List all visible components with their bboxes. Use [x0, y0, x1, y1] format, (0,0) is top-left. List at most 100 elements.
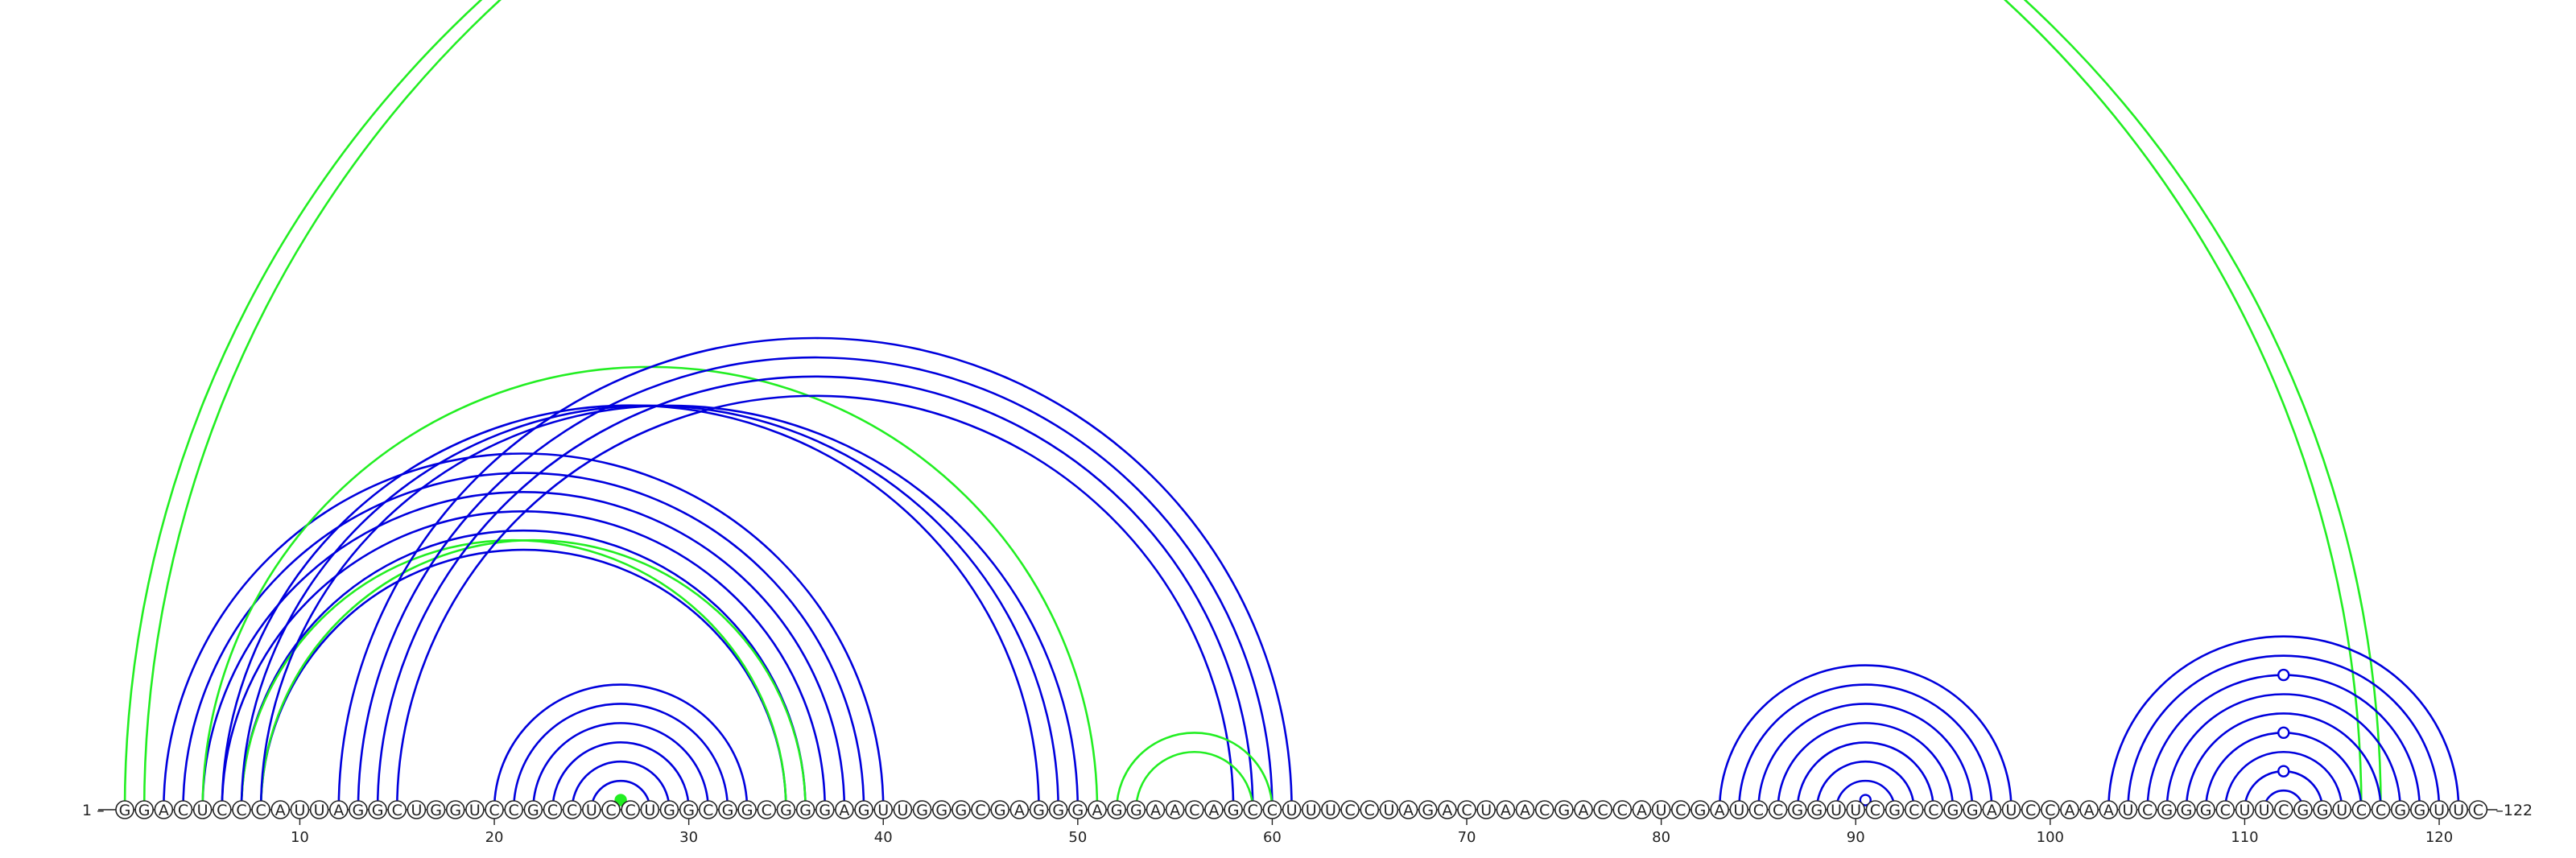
nucleotide: C	[972, 801, 989, 819]
nucleotide: U	[1827, 801, 1845, 819]
nucleotide: G	[952, 801, 970, 819]
nucleotide: C	[1769, 801, 1787, 819]
nucleotide-letter: G	[683, 802, 695, 819]
nucleotide-letter: C	[1344, 802, 1355, 819]
nucleotide: U	[1283, 801, 1301, 819]
nucleotide-letter: G	[2394, 802, 2406, 819]
nucleotide-letter: G	[1422, 802, 1434, 819]
nucleotide-letter: U	[877, 802, 889, 819]
arc-marker-110-114	[2278, 766, 2289, 777]
nucleotide: C	[2372, 801, 2390, 819]
nucleotide-letter: U	[1383, 802, 1394, 819]
nucleotide-letter: G	[2161, 802, 2173, 819]
arc-8-36	[261, 540, 805, 810]
nucleotide: G	[2197, 801, 2215, 819]
nucleotide: C	[252, 801, 270, 819]
nucleotide: U	[1847, 801, 1864, 819]
nucleotide: G	[660, 801, 678, 819]
tick-label-60: 60	[1263, 829, 1282, 846]
nucleotide-letter: G	[1811, 802, 1823, 819]
nucleotide-letter: U	[2259, 802, 2270, 819]
nucleotide: G	[1789, 801, 1806, 819]
nucleotide-letter: G	[799, 802, 811, 819]
arc-1-116	[125, 0, 2361, 810]
nucleotide: C	[544, 801, 562, 819]
nucleotide-letter: U	[644, 802, 655, 819]
nucleotide-letter: G	[372, 802, 384, 819]
nucleotide: G	[777, 801, 795, 819]
nucleotide: U	[641, 801, 658, 819]
nucleotide: U	[2430, 801, 2448, 819]
nucleotide: C	[1594, 801, 1612, 819]
tick-label-90: 90	[1847, 829, 1865, 846]
nucleotide-letter: U	[2123, 802, 2134, 819]
arc-marker-108-116	[2278, 728, 2289, 738]
nucleotide-letter: G	[353, 802, 365, 819]
end-index-label: –122	[2496, 802, 2533, 819]
nucleotide: U	[466, 801, 484, 819]
nucleotide: G	[680, 801, 698, 819]
nucleotide-letter: C	[2220, 802, 2231, 819]
nucleotide: C	[1672, 801, 1690, 819]
nucleotide: G	[1419, 801, 1437, 819]
nucleotide-letter: C	[1909, 802, 1919, 819]
nucleotide-letter: U	[2434, 802, 2445, 819]
nucleotide: C	[2022, 801, 2040, 819]
nucleotide: U	[1380, 801, 1397, 819]
nucleotide-letter: G	[916, 802, 928, 819]
nucleotide: A	[1146, 801, 1164, 819]
nucleotide-letter: U	[1286, 802, 1298, 819]
nucleotide: C	[1341, 801, 1359, 819]
nucleotide-letter: G	[1967, 802, 1979, 819]
nucleotide: G	[1069, 801, 1087, 819]
nucleotide-letter: C	[1928, 802, 1938, 819]
nucleotide: G	[855, 801, 873, 819]
nucleotide-letter: U	[314, 802, 325, 819]
nucleotide-letter: C	[975, 802, 985, 819]
nucleotide-letter: C	[255, 802, 266, 819]
nucleotide: G	[991, 801, 1009, 819]
nucleotide-letter: G	[935, 802, 947, 819]
nucleotide: A	[1983, 801, 2000, 819]
nucleotide-letter: A	[1637, 802, 1647, 819]
nucleotide: C	[1186, 801, 1203, 819]
nucleotide-letter: C	[547, 802, 558, 819]
nucleotide: C	[213, 801, 231, 819]
nucleotide: G	[135, 801, 153, 819]
nucleotide: A	[1575, 801, 1592, 819]
nucleotide-letter: C	[2025, 802, 2036, 819]
nucleotide: U	[1322, 801, 1340, 819]
nucleotide: U	[407, 801, 425, 819]
tick-label-120: 120	[2425, 829, 2453, 846]
nucleotide-letter: A	[2065, 802, 2075, 819]
nucleotide: A	[1439, 801, 1456, 819]
nucleotide: A	[1496, 801, 1514, 819]
nucleotide-letter: U	[294, 802, 305, 819]
nucleotide-letter: U	[1831, 802, 1842, 819]
nucleotide-letter: A	[159, 802, 169, 819]
nucleotide: G	[1127, 801, 1145, 819]
nucleotide-letter: U	[411, 802, 422, 819]
nucleotide: G	[369, 801, 386, 819]
nucleotide-letter: C	[1539, 802, 1550, 819]
nucleotide-letter: C	[509, 802, 519, 819]
nucleotide: C	[758, 801, 775, 819]
nucleotide: U	[2333, 801, 2351, 819]
nucleotide-letter: G	[1228, 802, 1240, 819]
nucleotide-letter: U	[2006, 802, 2017, 819]
arc-8-50	[261, 406, 1078, 810]
nucleotide: U	[2235, 801, 2253, 819]
nucleotide: G	[1944, 801, 1962, 819]
nucleotide-letter: C	[1753, 802, 1764, 819]
nucleotide-letter: A	[1092, 802, 1103, 819]
nucleotide: C	[1244, 801, 1261, 819]
nucleotide-letter: G	[138, 802, 151, 819]
nucleotide-letter: G	[1791, 802, 1803, 819]
nucleotide: C	[602, 801, 620, 819]
nucleotide: C	[2041, 801, 2059, 819]
nucleotide: U	[1302, 801, 1320, 819]
nucleotide-letter: G	[858, 802, 870, 819]
tick-label-10: 10	[291, 829, 309, 846]
nucleotide-letter: A	[1014, 802, 1025, 819]
